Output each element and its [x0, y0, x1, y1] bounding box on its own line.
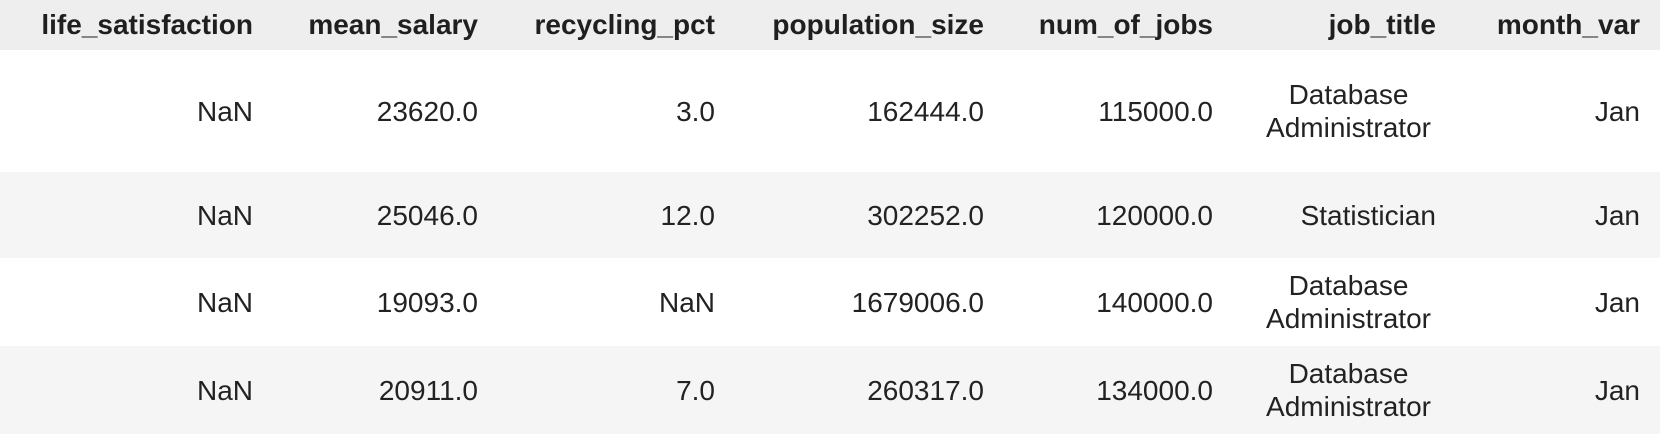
table-cell: NaN [196, 286, 253, 318]
table-row: NaN 20911.0 7.0 260317.0 134000.0 Databa… [0, 346, 1660, 434]
column-header-recycling-pct: recycling_pct [534, 9, 715, 40]
table-cell: 162444.0 [867, 95, 984, 127]
table-cell: 120000.0 [1096, 199, 1213, 231]
column-header-num-of-jobs: num_of_jobs [1038, 9, 1213, 40]
table-cell-job-title: Statistician [1233, 172, 1456, 258]
table-row: NaN 23620.0 3.0 162444.0 115000.0 Databa… [0, 50, 1660, 172]
table-cell: 260317.0 [867, 374, 984, 406]
table-cell: 302252.0 [867, 199, 984, 231]
table-cell: 12.0 [660, 199, 716, 231]
table-cell: 23620.0 [376, 95, 478, 127]
table-cell: NaN [196, 374, 253, 406]
column-header-life-satisfaction: life_satisfaction [41, 9, 253, 40]
table-cell: NaN [196, 199, 253, 231]
table-cell-job-title: Database Administrator [1233, 346, 1456, 434]
table-cell: 115000.0 [1098, 95, 1213, 127]
header-row: life_satisfaction mean_salary recycling_… [0, 0, 1660, 50]
table-cell: Jan [1594, 286, 1640, 318]
column-header-population-size: population_size [772, 9, 984, 40]
column-header-job-title: job_title [1328, 9, 1436, 40]
table-cell: 1679006.0 [851, 286, 984, 318]
job-title-text: Statistician [1300, 199, 1436, 231]
table-cell-job-title: Database Administrator [1233, 258, 1456, 346]
job-title-text: Database Administrator [1266, 79, 1431, 143]
table-header: life_satisfaction mean_salary recycling_… [0, 0, 1660, 50]
table-cell: Jan [1594, 95, 1640, 127]
table-row: NaN 25046.0 12.0 302252.0 120000.0 Stati… [0, 172, 1660, 258]
table-cell: 20911.0 [378, 374, 478, 406]
table-cell: Jan [1594, 374, 1640, 406]
table-body: NaN 23620.0 3.0 162444.0 115000.0 Databa… [0, 50, 1660, 434]
table-cell: 134000.0 [1096, 374, 1213, 406]
table-cell: NaN [658, 286, 715, 318]
table-row: NaN 19093.0 NaN 1679006.0 140000.0 Datab… [0, 258, 1660, 346]
table-cell: 7.0 [676, 374, 715, 406]
job-title-text: Database Administrator [1266, 358, 1431, 422]
table-cell-job-title: Database Administrator [1233, 50, 1456, 172]
table-cell: 19093.0 [376, 286, 478, 318]
column-header-mean-salary: mean_salary [308, 9, 478, 40]
table-cell: NaN [196, 95, 253, 127]
column-header-month-var: month_var [1496, 9, 1640, 40]
job-title-text: Database Administrator [1266, 270, 1431, 334]
table-cell: 25046.0 [376, 199, 478, 231]
table-cell: Jan [1594, 199, 1640, 231]
table-cell: 140000.0 [1096, 286, 1213, 318]
table-cell: 3.0 [676, 95, 715, 127]
